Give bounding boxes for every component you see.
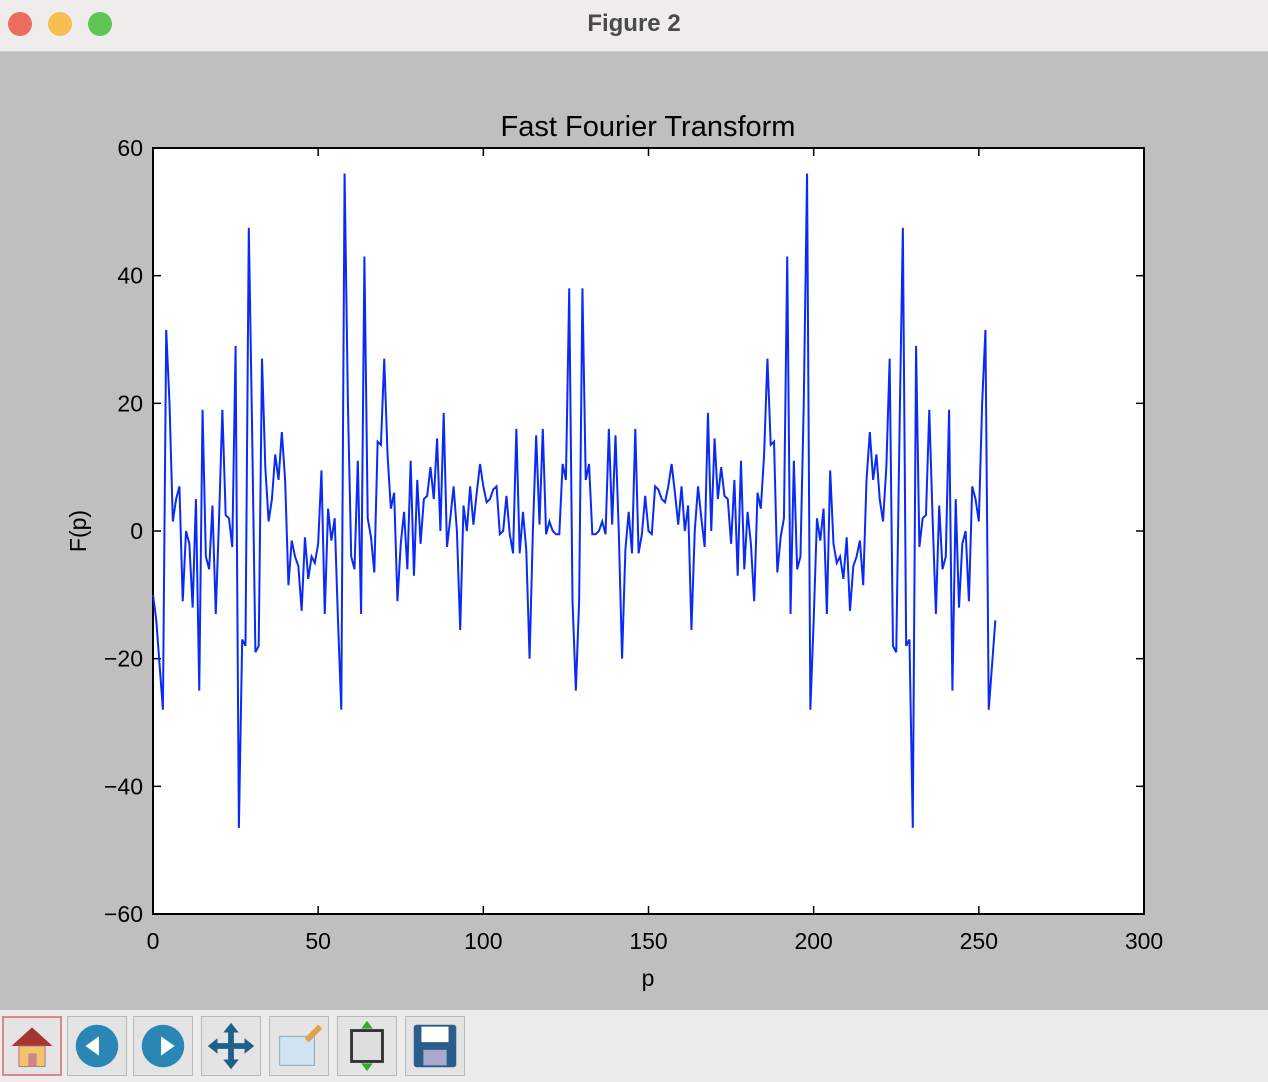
y-tick-label: −60 [104, 901, 143, 927]
y-axis-label: F(p) [65, 510, 91, 552]
x-tick-label: 150 [629, 928, 667, 954]
configure-button[interactable] [337, 1016, 397, 1076]
chart: Fast Fourier Transform p F(p) 0 50 100 150 2… [65, 111, 1163, 991]
x-tick-label: 100 [464, 928, 502, 954]
pan-button[interactable] [201, 1016, 261, 1076]
data-line [152, 173, 997, 828]
window-title: Figure 2 [587, 10, 681, 37]
y-tick-label: 20 [117, 390, 143, 416]
x-axis-label: p [642, 965, 655, 991]
home-button[interactable] [2, 1016, 62, 1076]
back-button[interactable] [67, 1016, 127, 1076]
y-tick-label: 0 [130, 518, 143, 544]
zoom-rect-button[interactable] [269, 1016, 329, 1076]
chart-title: Fast Fourier Transform [501, 111, 796, 143]
forward-button[interactable] [133, 1016, 193, 1076]
x-tick-label: 200 [794, 928, 832, 954]
x-tick-label: 250 [960, 928, 998, 954]
x-tick-label: 300 [1125, 928, 1163, 954]
save-button[interactable] [405, 1016, 465, 1076]
toolbar [0, 1010, 1268, 1082]
x-tick-label: 0 [147, 928, 160, 954]
minimize-button[interactable] [48, 12, 72, 36]
zoom-button[interactable] [88, 12, 112, 36]
y-tick-label: −20 [104, 646, 143, 672]
y-tick-label: 60 [117, 135, 143, 161]
x-tick-label: 50 [305, 928, 331, 954]
close-button[interactable] [8, 12, 32, 36]
y-tick-label: −40 [104, 773, 143, 799]
y-tick-label: 40 [117, 263, 143, 289]
title-bar: Figure 2 [0, 0, 1268, 52]
